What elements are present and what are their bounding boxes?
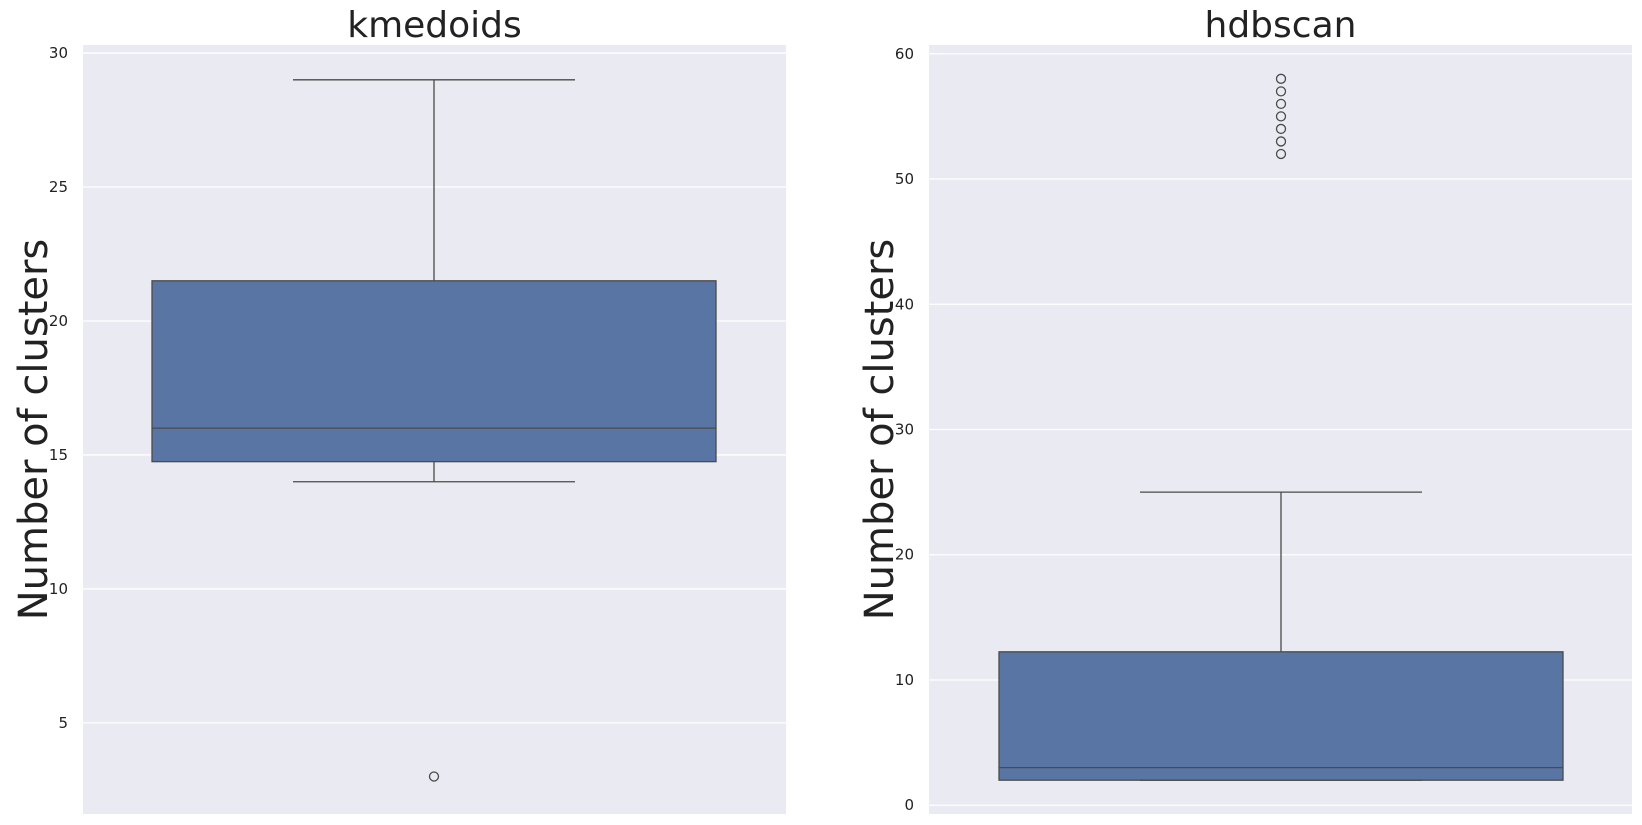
y-tick-label: 40 [895,295,914,313]
y-tick-label: 20 [895,546,914,564]
y-tick-label: 50 [895,170,914,188]
iqr-box [998,651,1564,781]
chart-title: hdbscan [1205,5,1357,46]
y-axis-label: Number of clusters [11,239,57,621]
outlier-point [1275,123,1287,135]
outlier-point [1275,148,1287,160]
panel-kmedoids: 5 10 15 20 25 30 kmedoids Number of clusters [11,5,786,814]
outlier-point [1275,111,1287,122]
y-tick-label: 10 [895,671,914,689]
y-tick-label: 60 [895,45,914,63]
outlier-point [428,771,440,782]
y-tick-label: 10 [49,580,68,598]
y-tick-labels: 0 10 20 30 40 50 60 [895,45,914,814]
y-tick-label: 30 [49,44,68,62]
y-tick-labels: 5 10 15 20 25 30 [49,44,68,732]
y-tick-label: 15 [49,446,68,464]
y-tick-label: 30 [895,421,914,439]
outlier-point [1275,136,1287,147]
outlier-point [1275,73,1287,84]
y-tick-label: 20 [49,312,68,330]
outlier-point [1275,98,1287,110]
chart-title: kmedoids [347,5,522,46]
panel-hdbscan: 0 10 20 30 40 50 60 hdbscan Number of clusters [857,5,1632,814]
outlier-point [1275,86,1287,97]
boxplot [998,73,1564,781]
boxplot [151,79,717,782]
y-tick-label: 5 [58,714,68,732]
y-tick-label: 0 [904,796,914,814]
y-tick-label: 25 [49,178,68,196]
iqr-box [151,280,717,463]
y-axis-label: Number of clusters [857,239,903,621]
